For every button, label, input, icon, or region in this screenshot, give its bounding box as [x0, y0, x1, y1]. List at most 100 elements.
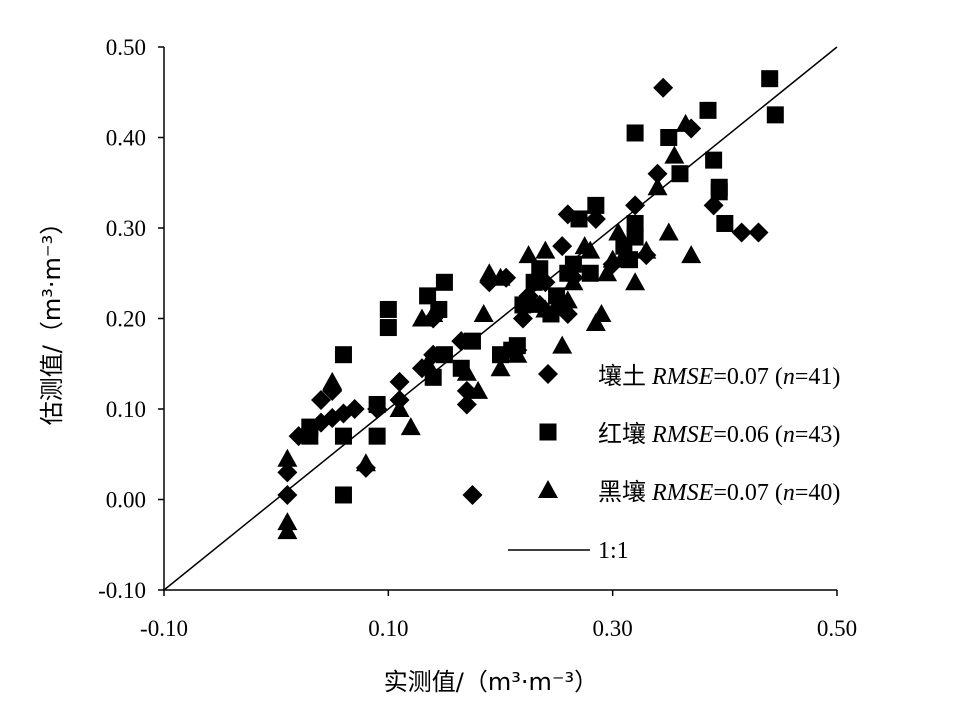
- data-point-triangle: [681, 245, 702, 264]
- data-point-triangle: [322, 371, 343, 390]
- data-point-triangle: [400, 417, 421, 436]
- legend-text-part: 红壤: [598, 421, 652, 448]
- data-point-square: [766, 106, 784, 124]
- data-point-triangle: [355, 453, 376, 472]
- data-point-diamond: [389, 371, 410, 392]
- y-tick-label: -0.10: [98, 578, 146, 603]
- data-point-diamond: [703, 195, 724, 216]
- legend-text-part: n: [783, 480, 795, 506]
- legend: 壤土 RMSE=0.07 (n=41) 红壤 RMSE=0.06 (n=43) 黑壤…: [508, 363, 840, 564]
- data-point-diamond: [653, 77, 674, 98]
- x-tick-label: 0.10: [368, 616, 408, 641]
- data-point-triangle: [468, 380, 489, 399]
- data-point-square: [379, 300, 397, 318]
- data-point-triangle: [277, 448, 298, 467]
- data-point-square: [626, 124, 644, 142]
- data-point-triangle: [580, 240, 601, 259]
- legend-entry-identity: 1:1: [508, 538, 629, 564]
- data-point-square: [435, 346, 453, 364]
- data-point-square: [761, 70, 779, 88]
- data-point-diamond: [585, 208, 606, 229]
- data-point-triangle: [535, 240, 556, 259]
- data-point-diamond: [456, 394, 477, 415]
- y-tick-label: 0.50: [106, 35, 146, 60]
- data-point-triangle: [535, 299, 556, 318]
- legend-text-part: RMSE: [651, 422, 714, 448]
- data-point-square: [699, 101, 717, 119]
- data-point-square: [570, 210, 588, 228]
- y-tick-label: 0.10: [106, 397, 146, 422]
- data-point-triangle: [563, 272, 584, 291]
- series-triangle: [277, 113, 702, 540]
- legend-text-part: RMSE: [651, 364, 714, 390]
- data-point-triangle: [507, 344, 528, 363]
- legend-marker-diamond: [538, 364, 558, 384]
- data-point-square: [424, 368, 442, 386]
- data-point-triangle: [647, 177, 668, 196]
- data-point-triangle: [490, 358, 511, 377]
- data-point-triangle: [557, 290, 578, 309]
- data-point-square: [379, 319, 397, 337]
- data-point-triangle: [602, 249, 623, 268]
- legend-label: 黑壤 RMSE=0.07 (n=40): [598, 479, 840, 506]
- data-point-triangle: [546, 294, 567, 313]
- data-point-square: [710, 183, 728, 201]
- data-point-square: [660, 129, 678, 146]
- data-point-triangle: [597, 263, 618, 282]
- x-tick-label: 0.30: [593, 616, 633, 641]
- data-point-triangle: [389, 399, 410, 417]
- data-point-triangle: [613, 245, 634, 264]
- data-point-triangle: [277, 521, 298, 540]
- x-tick-label: -0.10: [140, 616, 188, 641]
- legend-text-part: =41): [795, 364, 841, 390]
- y-axis-label: 估测值/（m³·m⁻³）: [38, 211, 66, 425]
- legend-entry: 黑壤 RMSE=0.07 (n=40): [538, 479, 840, 506]
- data-points: [277, 70, 784, 540]
- legend-text-part: =40): [795, 480, 841, 506]
- data-point-square: [564, 255, 582, 273]
- data-point-square: [301, 418, 319, 436]
- legend-entry: 红壤 RMSE=0.06 (n=43): [539, 421, 841, 448]
- data-point-square: [587, 196, 605, 214]
- data-point-diamond: [512, 308, 533, 329]
- data-point-triangle: [277, 512, 298, 531]
- legend-marker-square: [539, 423, 557, 441]
- data-point-square: [368, 395, 386, 413]
- data-point-diamond: [748, 222, 769, 243]
- y-tick-label: 0.40: [106, 126, 146, 151]
- legend-text-part: =0.07 (: [713, 480, 783, 506]
- data-point-square: [368, 427, 386, 445]
- legend-label: 壤土 RMSE=0.07 (n=41): [598, 363, 840, 390]
- data-point-diamond: [344, 399, 365, 419]
- data-point-square: [334, 427, 352, 445]
- data-point-triangle: [423, 303, 444, 322]
- data-point-triangle: [636, 240, 657, 259]
- data-point-triangle: [456, 362, 477, 381]
- x-axis-label: 实测值/（m³·m⁻³）: [384, 668, 598, 696]
- data-point-triangle: [591, 303, 612, 322]
- data-point-triangle: [524, 294, 545, 313]
- data-point-triangle: [411, 308, 432, 327]
- identity-line: [163, 46, 838, 591]
- data-point-diamond: [311, 389, 332, 410]
- data-point-diamond: [552, 236, 573, 257]
- legend-text-part: =43): [795, 422, 841, 448]
- data-point-diamond: [277, 484, 298, 505]
- legend-identity-label: 1:1: [598, 538, 629, 564]
- y-ticks: -0.10 0.00 0.10 0.20 0.30 0.40 0.50: [98, 35, 164, 603]
- data-point-diamond: [462, 484, 483, 505]
- data-point-square: [531, 260, 549, 278]
- legend-text-part: =0.07 (: [713, 364, 783, 390]
- x-ticks: -0.10 0.10 0.30 0.50: [140, 590, 857, 641]
- data-point-square: [705, 151, 723, 169]
- data-point-square: [463, 332, 481, 350]
- legend-text-part: n: [783, 422, 795, 448]
- series-square: [301, 70, 784, 504]
- x-tick-label: 0.50: [817, 616, 857, 641]
- data-point-square: [334, 346, 352, 364]
- data-point-diamond: [731, 222, 752, 243]
- data-point-triangle: [664, 145, 685, 164]
- data-point-triangle: [473, 303, 494, 322]
- y-tick-label: 0.00: [106, 488, 146, 513]
